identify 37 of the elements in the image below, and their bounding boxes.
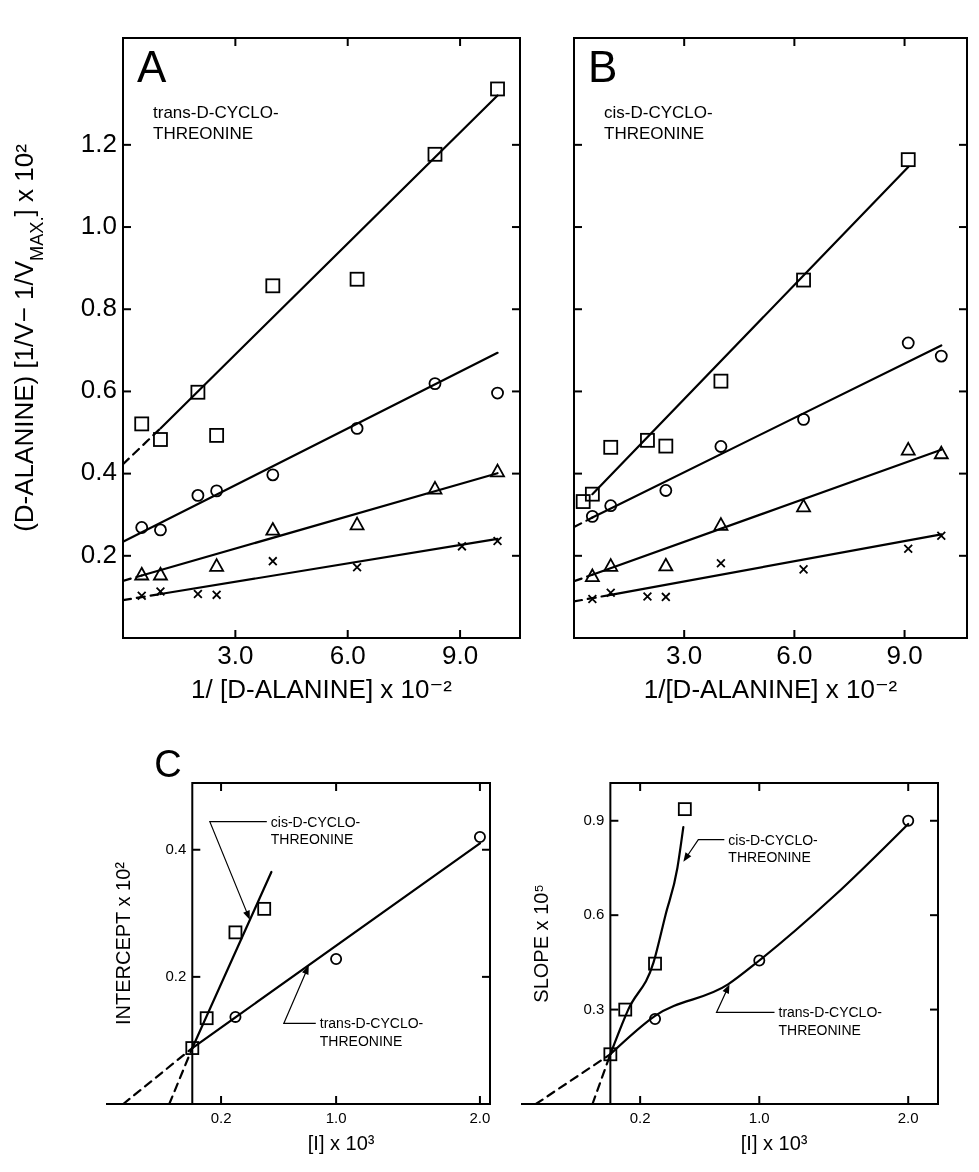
x-tick-label: 1.0 [325,1108,347,1126]
x-tick-label: 0.2 [210,1108,232,1126]
x-tick-label: 2.0 [897,1108,919,1126]
annotation: cis-D-CYCLO- THREONINE [728,831,819,866]
x-tick-label: 6.0 [776,640,813,671]
x-tick-label: 2.0 [469,1108,491,1126]
x-tick-label: 6.0 [329,640,366,671]
chart-title: A [137,42,167,91]
y-tick-label: 1.2 [80,127,117,158]
x-axis-title: 1/ [D-ALANINE] x 10⁻² [191,674,453,704]
y-tick-label: 0.6 [583,905,605,923]
x-tick-label: 9.0 [886,640,923,671]
y-tick-label: 0.3 [583,999,605,1017]
x-tick-label: 9.0 [442,640,479,671]
y-tick-label: 1.0 [80,209,117,240]
annotation: cis-D-CYCLO- THREONINE [604,103,713,144]
x-tick-label: 1.0 [748,1108,770,1126]
x-axis-title: [I] x 10³ [740,1132,808,1154]
chart-title: B [588,42,618,91]
x-axis-title: [I] x 10³ [307,1132,375,1154]
annotation: trans-D-CYCLO- THREONINE [319,1015,424,1049]
y-tick-label: 0.8 [80,292,117,323]
y-tick-label: 0.6 [80,374,117,405]
y-tick-label: 0.4 [165,839,187,857]
x-axis-title: 1/[D-ALANINE] x 10⁻² [643,674,898,704]
x-tick-label: 0.2 [629,1108,651,1126]
annotation: trans-D-CYCLO- THREONINE [778,1004,883,1038]
y-tick-label: 0.2 [80,538,117,569]
y-axis-title: SLOPE x 10⁵ [530,884,553,1003]
y-tick-label: 0.9 [583,810,605,828]
annotation: trans-D-CYCLO- THREONINE [153,103,279,144]
annotation: cis-D-CYCLO- THREONINE [270,813,361,848]
x-tick-label: 3.0 [666,640,703,671]
x-tick-label: 3.0 [217,640,254,671]
chart-title: C [154,743,182,785]
y-axis-title: INTERCEPT x 10² [112,861,135,1025]
y-tick-label: 0.4 [80,456,117,487]
